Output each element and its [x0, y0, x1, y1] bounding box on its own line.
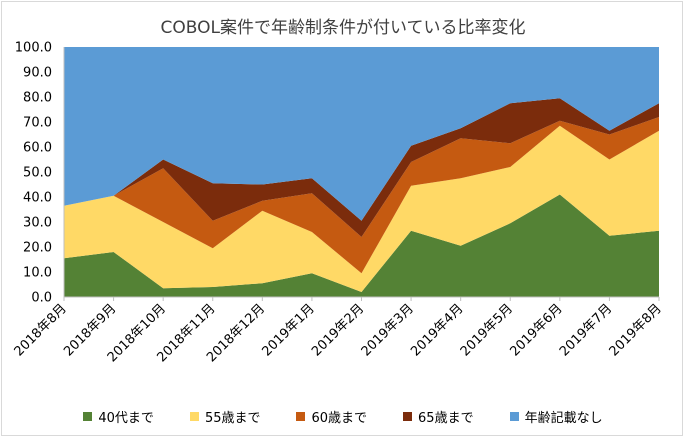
plot-area [64, 47, 659, 297]
legend-item: 60歳まで [296, 407, 367, 426]
area-series-5 [64, 47, 659, 221]
legend-swatch [509, 411, 519, 421]
y-tick-label: 90.0 [23, 66, 52, 81]
y-tick-label: 60.0 [23, 141, 52, 156]
y-tick-label: 100.0 [15, 41, 52, 56]
x-axis: 2018年8月2018年9月2018年10月2018年11月2018年12月20… [12, 296, 665, 365]
x-tick-label: 2019年7月 [557, 301, 615, 359]
y-tick-label: 50.0 [23, 166, 52, 181]
legend-item: 40代まで [83, 407, 154, 426]
legend-swatch [189, 411, 199, 421]
y-tick-label: 10.0 [23, 266, 52, 281]
x-tick-label: 2019年3月 [359, 301, 417, 359]
area-series-4 [64, 98, 659, 237]
y-tick-label: 30.0 [23, 216, 52, 231]
y-tick-label: 20.0 [23, 241, 52, 256]
chart-title: COBOL案件で年齢制条件が付いている比率変化 [161, 18, 526, 38]
legend-item: 年齢記載なし [509, 407, 603, 426]
x-tick-label: 2019年5月 [458, 301, 516, 359]
legend-item: 65歳まで [403, 407, 474, 426]
y-tick-label: 80.0 [23, 91, 52, 106]
y-tick-label: 40.0 [23, 191, 52, 206]
legend-label: 65歳まで [418, 410, 474, 426]
x-tick-label: 2019年1月 [260, 301, 318, 359]
x-tick-label: 2019年6月 [507, 301, 565, 359]
legend-label: 年齢記載なし [524, 410, 603, 426]
legend-label: 40代まで [98, 410, 154, 426]
area-series-1 [64, 194, 659, 297]
area-series-2 [64, 125, 659, 292]
x-tick-label: 2019年2月 [309, 301, 367, 359]
x-tick-label: 2019年8月 [607, 301, 665, 359]
legend-swatch [296, 411, 306, 421]
legend-item: 55歳まで [189, 407, 261, 426]
legend-swatch [403, 411, 413, 421]
y-tick-label: 70.0 [23, 116, 52, 131]
legend-swatch [83, 411, 93, 421]
y-tick-label: 0.0 [31, 291, 52, 306]
legend-label: 55歳まで [204, 410, 261, 426]
x-tick-label: 2018年8月 [12, 301, 70, 359]
x-tick-label: 2019年4月 [408, 301, 466, 359]
legend-label: 60歳まで [311, 410, 368, 426]
area-series-3 [64, 117, 659, 274]
legend: 40代まで 55歳まで 60歳まで 65歳まで 年齢記載なし [0, 404, 686, 428]
y-axis: 0.0 10.0 20.0 30.0 40.0 50.0 60.0 70.0 80.0 90.0 1… [15, 41, 65, 306]
